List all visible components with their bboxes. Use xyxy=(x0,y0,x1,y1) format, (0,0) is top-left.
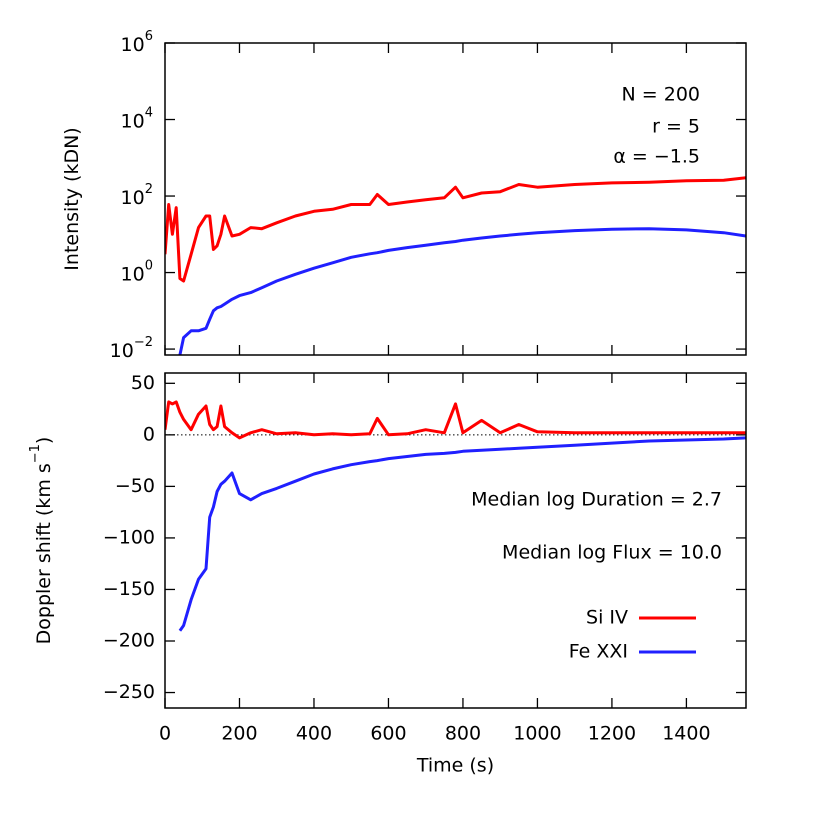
x-tick-label: 200 xyxy=(221,723,257,745)
y-tick-base: 10 xyxy=(121,187,145,209)
y-tick-label: 50 xyxy=(131,372,155,394)
x-axis-label: Time (s) xyxy=(416,755,494,777)
x-tick-label: 1400 xyxy=(662,723,710,745)
annotation: Median log Flux = 10.0 xyxy=(502,542,722,564)
x-tick-label: 1000 xyxy=(513,723,561,745)
y-axis-label: Doppler shift (km s−1) xyxy=(28,437,55,645)
y-tick-base: 10 xyxy=(121,34,145,56)
y-tick-label: −100 xyxy=(103,526,155,548)
y-tick-base: 10 xyxy=(121,263,145,285)
annotation: N = 200 xyxy=(622,84,700,106)
x-tick-label: 0 xyxy=(159,723,171,745)
y-tick-label: 104 xyxy=(121,105,153,132)
annotation: r = 5 xyxy=(652,116,700,138)
y-tick-exponent: 2 xyxy=(145,182,153,197)
x-tick-label: 600 xyxy=(370,723,406,745)
series-line xyxy=(165,400,746,440)
y-tick-label: 100 xyxy=(121,258,153,285)
annotation: Median log Duration = 2.7 xyxy=(471,489,722,511)
plot-frame xyxy=(164,372,747,709)
y-tick-exponent: −2 xyxy=(134,335,153,350)
y-tick-label: −200 xyxy=(103,630,155,652)
y-tick-label: 106 xyxy=(121,29,153,56)
y-tick-exponent: 4 xyxy=(145,105,153,120)
y-label-end: ) xyxy=(33,437,55,444)
y-tick-base: 10 xyxy=(110,340,134,362)
y-tick-label: −50 xyxy=(115,475,155,497)
series-line xyxy=(178,227,746,355)
y-label-sup: −1 xyxy=(28,444,43,463)
annotation: α = −1.5 xyxy=(613,146,700,168)
y-tick-label: 0 xyxy=(143,423,155,445)
y-tick-exponent: 6 xyxy=(145,29,153,44)
y-tick-label: 102 xyxy=(121,182,153,209)
y-tick-label: 10−2 xyxy=(110,335,153,362)
plot-frame xyxy=(164,42,747,356)
y-tick-label: −150 xyxy=(103,578,155,600)
series-line xyxy=(165,176,746,283)
y-tick-label: −250 xyxy=(103,681,155,703)
y-label-text: Doppler shift (km s xyxy=(33,463,55,644)
x-tick-label: 400 xyxy=(296,723,332,745)
y-tick-exponent: 0 xyxy=(145,258,153,273)
y-tick-base: 10 xyxy=(121,110,145,132)
y-label-text: Intensity (kDN) xyxy=(61,127,83,270)
legend-label: Fe XXI xyxy=(569,641,628,663)
x-tick-label: 800 xyxy=(445,723,481,745)
series-line xyxy=(178,436,746,632)
y-axis-label: Intensity (kDN) xyxy=(61,127,83,270)
x-tick-label: 1200 xyxy=(588,723,636,745)
legend-label: Si IV xyxy=(586,607,628,629)
